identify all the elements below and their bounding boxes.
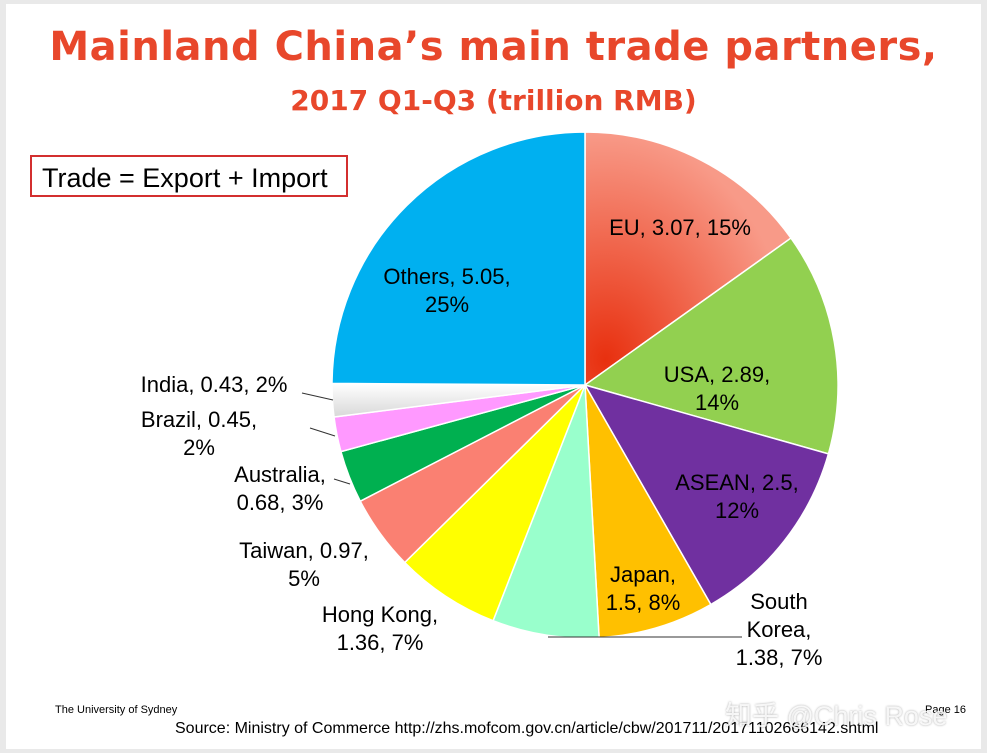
pie-label-hong-kong: Hong Kong, 1.36, 7% [322, 602, 438, 655]
pie-slice-hong-kong [403, 384, 586, 622]
pie-label-asean: ASEAN, 2.5, 12% [675, 470, 799, 523]
watermark-text: 知乎 @Chris Rose [725, 701, 948, 731]
pie-label-others: Others, 5.05, 25% [383, 264, 510, 317]
pie-label-india: India, 0.43, 2% [141, 372, 288, 397]
pie-slice-asean [583, 383, 830, 606]
pie-label-taiwan: Taiwan, 0.97, 5% [239, 538, 369, 591]
pie-label-brazil: Brazil, 0.45, 2% [141, 407, 257, 460]
footer-institution: The University of Sydney [55, 704, 178, 716]
pie-slice-usa [583, 237, 839, 455]
chart-title: Mainland China’s main trade partners, [49, 24, 938, 70]
leader-line-india [301, 392, 334, 401]
pie-label-usa: USA, 2.89, 14% [664, 362, 770, 415]
footer-page-number: Page 16 [925, 704, 966, 716]
trade-definition-box: Trade = Export + Import [30, 155, 348, 197]
pie-label-japan: Japan, 1.5, 8% [606, 562, 681, 615]
pie-label-south-korea: South Korea, 1.38, 7% [736, 589, 823, 670]
footer-source: Source: Ministry of Commerce http://zhs.… [175, 720, 879, 737]
leader-line-brazil [309, 427, 336, 437]
pie-slice-others [331, 131, 586, 386]
leader-line-australia [333, 478, 351, 485]
chart-subtitle: 2017 Q1-Q3 (trillion RMB) [290, 84, 697, 117]
pie-label-eu: EU, 3.07, 15% [609, 215, 751, 240]
pie-slice-eu [584, 131, 793, 387]
pie-slice-south-korea [492, 384, 600, 639]
pie-label-australia: Australia, 0.68, 3% [234, 462, 326, 515]
